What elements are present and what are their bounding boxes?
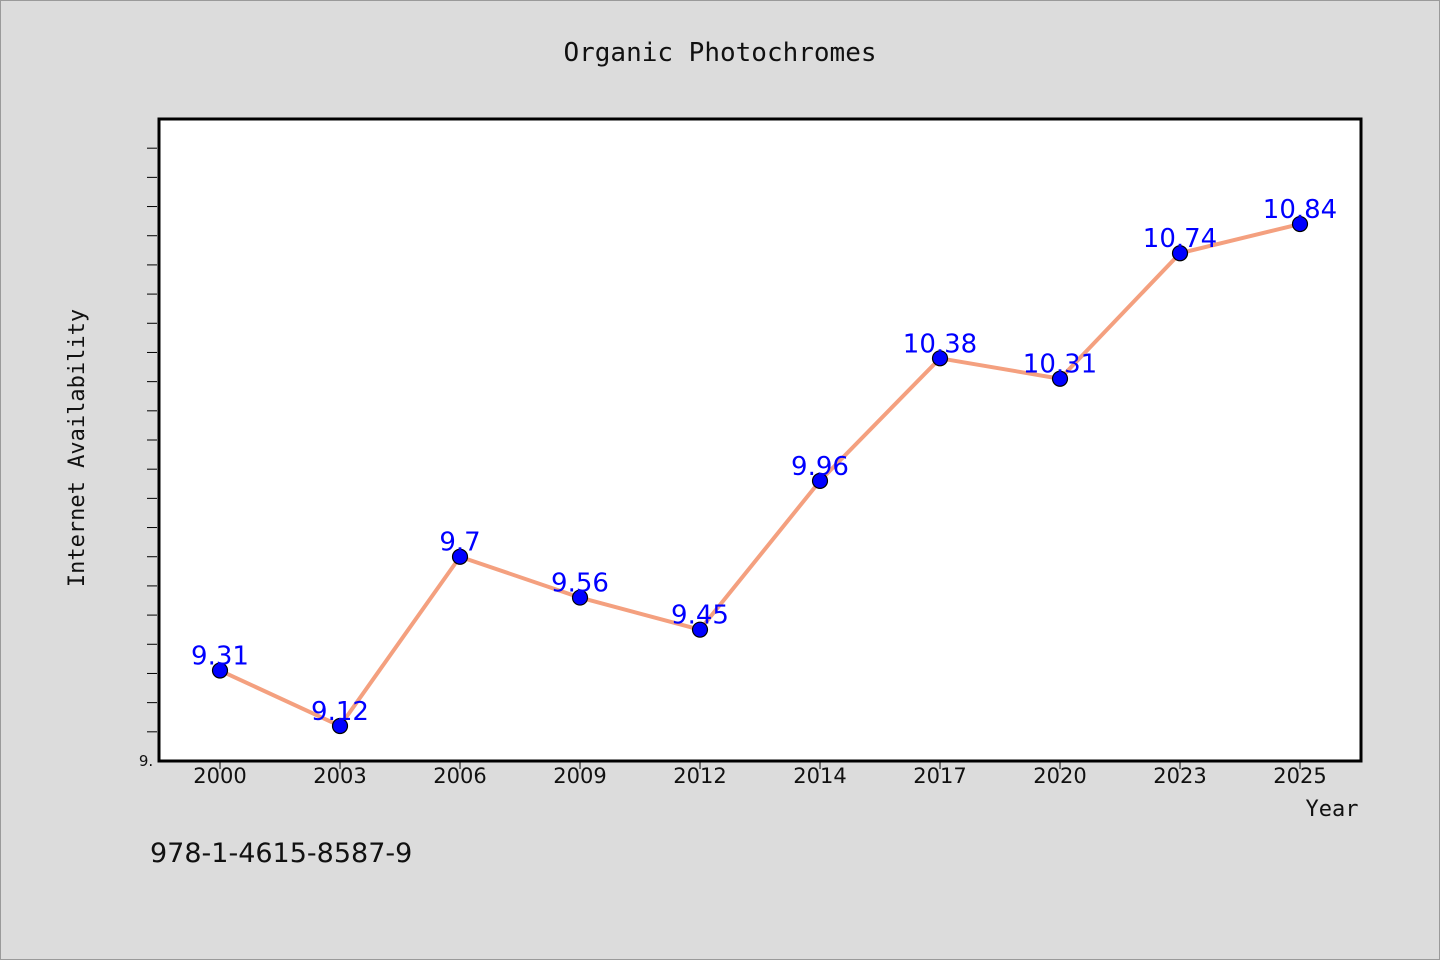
data-point <box>1171 245 1189 262</box>
data-label: 9.7 <box>439 528 480 558</box>
x-tick-label: 2003 <box>313 764 366 788</box>
data-point <box>571 589 589 606</box>
y-tick-label: 9. <box>139 752 153 770</box>
data-label: 10.84 <box>1263 195 1337 225</box>
x-tick-label: 2025 <box>1273 764 1326 788</box>
x-tick-label: 2009 <box>553 764 606 788</box>
x-tick-label: 2023 <box>1153 764 1206 788</box>
isbn-text: 978-1-4615-8587-9 <box>150 838 412 869</box>
data-label: 9.12 <box>311 697 369 727</box>
data-point <box>451 548 469 565</box>
data-point <box>811 472 829 489</box>
x-tick-label: 2014 <box>793 764 846 788</box>
data-point <box>211 662 229 679</box>
data-label: 10.31 <box>1023 350 1097 380</box>
data-label: 10.74 <box>1143 224 1217 254</box>
chart-title: Organic Photochromes <box>563 38 876 68</box>
x-tick-label: 2000 <box>193 764 246 788</box>
data-point <box>1051 370 1069 387</box>
data-point <box>931 350 949 367</box>
x-tick-labels: 2000 2003 2006 2009 2012 2014 2017 2020 2023 2025 <box>193 764 1326 788</box>
data-label: 9.31 <box>191 642 249 672</box>
y-axis-ticks <box>147 147 157 733</box>
x-tick-label: 2017 <box>913 764 966 788</box>
x-tick-label: 2012 <box>673 764 726 788</box>
x-tick-label: 2006 <box>433 764 486 788</box>
data-point <box>331 717 349 735</box>
y-axis-title: Internet Availability <box>65 309 90 587</box>
x-axis-ticks <box>219 762 1301 769</box>
series-line <box>218 222 1302 728</box>
x-axis-title: Year <box>1306 797 1359 822</box>
series-layer <box>211 215 1309 735</box>
data-point <box>1291 215 1309 233</box>
data-label: 9.96 <box>791 452 849 482</box>
x-tick-label: 2020 <box>1033 764 1086 788</box>
data-labels: 9.31 9.12 9.7 9.56 9.45 9.96 10.38 10.31 10.74 10… <box>191 195 1337 727</box>
plot-area <box>157 117 1363 763</box>
data-label: 9.56 <box>551 569 609 599</box>
data-point <box>691 621 709 638</box>
data-label: 10.38 <box>903 329 977 359</box>
data-label: 9.45 <box>671 601 729 631</box>
